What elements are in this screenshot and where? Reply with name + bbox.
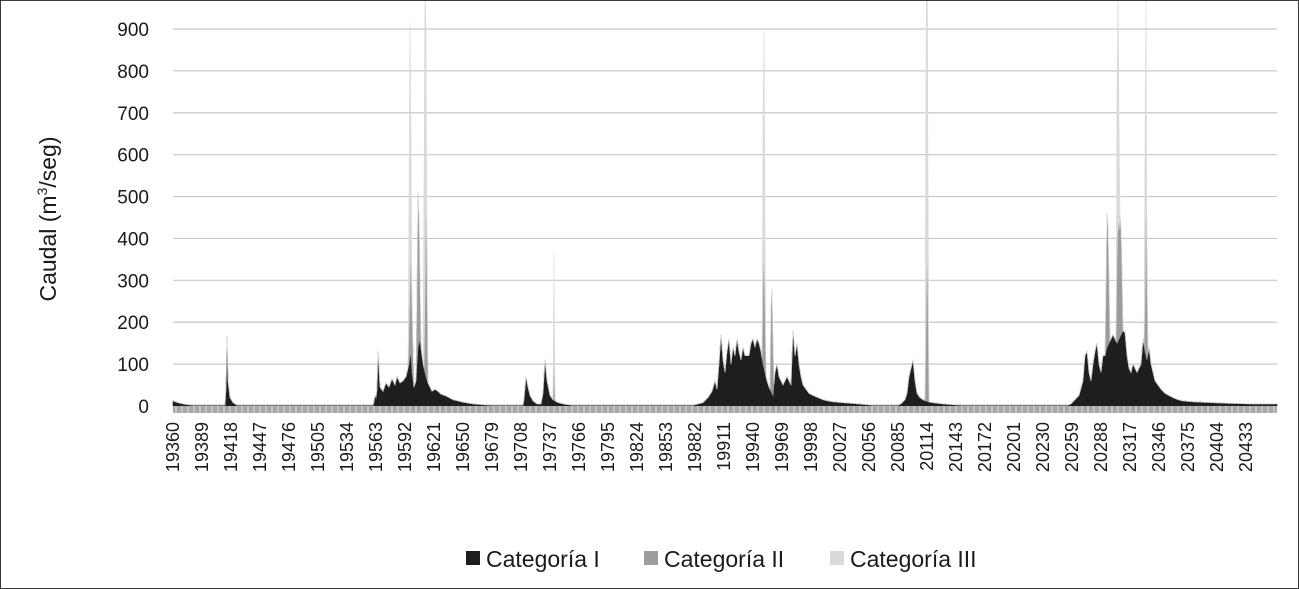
- legend: Categoría I Categoría II Categoría III: [466, 546, 977, 572]
- area-series-1: [172, 330, 1278, 407]
- x-tick-label: 19853: [656, 422, 676, 472]
- x-tick-label: 20201: [1004, 422, 1024, 472]
- x-tick-label: 20375: [1178, 422, 1198, 472]
- x-tick-label: 20288: [1091, 422, 1111, 472]
- x-tick-label: 19389: [192, 422, 212, 472]
- x-tick-label: 20143: [946, 422, 966, 472]
- y-tick-label: 400: [117, 229, 149, 250]
- x-tick-label: 20172: [975, 422, 995, 472]
- y-tick-label: 900: [117, 20, 149, 41]
- y-tick-label: 600: [117, 146, 149, 167]
- x-tick-label: 19418: [221, 422, 241, 472]
- y-tick-label: 800: [117, 62, 149, 83]
- x-tick-label: 19737: [540, 422, 560, 472]
- x-tick-label: 20317: [1120, 422, 1140, 472]
- x-tick-label: 19940: [743, 422, 763, 472]
- x-tick-label: 20404: [1207, 422, 1227, 472]
- y-tick-label: 0: [138, 397, 149, 418]
- legend-label: Categoría I: [486, 546, 600, 572]
- x-tick-label: 19998: [801, 422, 821, 472]
- x-tick-label: 20259: [1062, 422, 1082, 472]
- x-axis-baseline: [173, 406, 1277, 413]
- legend-swatch: [830, 551, 844, 565]
- x-tick-label: 19969: [772, 422, 792, 472]
- grid-lines: [173, 28, 1277, 365]
- x-tick-label: 20056: [859, 422, 879, 472]
- x-tick-label: 20433: [1236, 422, 1256, 472]
- x-tick-label: 19766: [569, 422, 589, 472]
- x-tick-label: 19824: [627, 422, 647, 472]
- y-tick-label: 300: [117, 271, 149, 292]
- area-series-3: [172, 1, 1277, 406]
- x-tick-label: 19563: [366, 422, 386, 472]
- y-axis-label: Caudal (m3/seg): [34, 136, 61, 301]
- x-tick-label: 20114: [917, 422, 937, 471]
- y-tick-label: 700: [117, 104, 149, 125]
- x-tick-label: 19621: [424, 422, 444, 472]
- x-tick-label: 20027: [830, 422, 850, 472]
- x-tick-label: 19650: [453, 422, 473, 472]
- y-tick-label: 100: [117, 355, 149, 376]
- x-tick-label: 19447: [250, 422, 270, 472]
- legend-label: Categoría III: [850, 546, 977, 572]
- x-tick-label: 19795: [598, 422, 618, 472]
- x-axis-band: [173, 406, 1277, 413]
- x-tick-label: 19592: [395, 422, 415, 472]
- x-tick-label: 19476: [279, 422, 299, 472]
- x-tick-label: 19911: [714, 422, 734, 471]
- x-tick-label: 19708: [511, 422, 531, 472]
- y-tick-label: 500: [117, 188, 149, 209]
- plot-areas: [172, 1, 1278, 407]
- legend-swatch: [644, 551, 658, 565]
- y-tick-label: 200: [117, 313, 149, 334]
- x-tick-label: 19505: [308, 422, 328, 472]
- x-tick-label: 19679: [482, 422, 502, 472]
- legend-swatch: [466, 551, 480, 565]
- y-axis-ticks: 0 100 200 300 400 500 600 700 800 900: [117, 20, 149, 418]
- x-axis-ticks: 19360 19389 19418 19447 19476 19505 19534 19563…: [163, 422, 1256, 472]
- x-tick-label: 20085: [888, 422, 908, 472]
- x-tick-label: 20230: [1033, 422, 1053, 472]
- legend-label: Categoría II: [664, 546, 784, 572]
- x-tick-label: 20346: [1149, 422, 1169, 472]
- x-tick-label: 19882: [685, 422, 705, 472]
- x-tick-label: 19360: [163, 422, 183, 472]
- x-tick-label: 19534: [337, 422, 357, 472]
